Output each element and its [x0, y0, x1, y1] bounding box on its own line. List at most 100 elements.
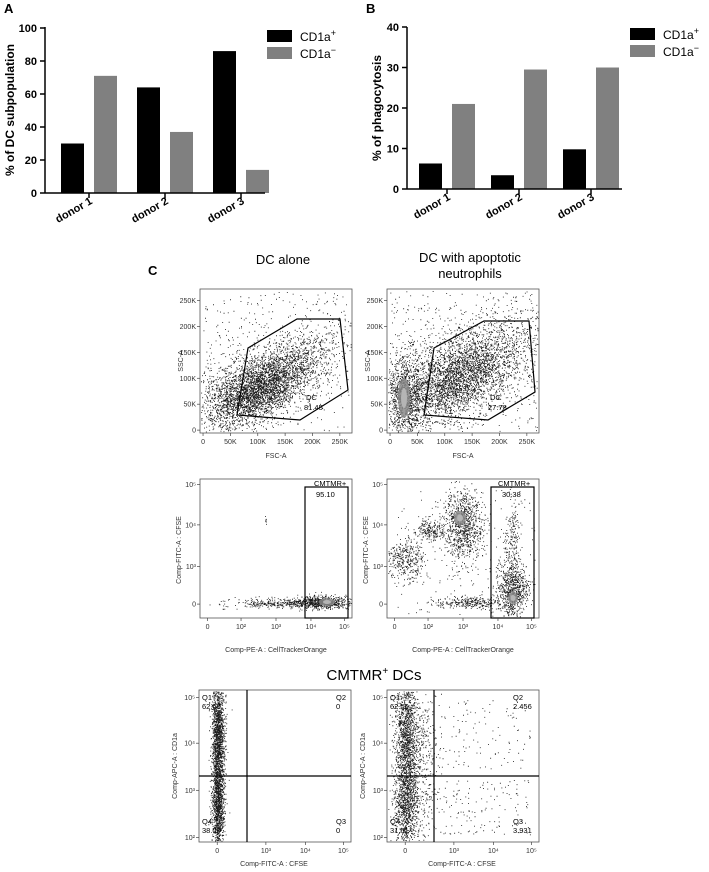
- bar-cd1a-pos-donor-2: [137, 87, 160, 193]
- gate-cmtmr-right-value: 30.38: [502, 490, 521, 499]
- panel-b-categories: donor 1 donor 2 donor 3: [412, 189, 597, 222]
- bar-cd1a-pos-donor-3: [563, 149, 586, 189]
- plot-r3-left-dots: [208, 691, 233, 842]
- category-label: donor 2: [484, 191, 525, 222]
- event-dots: [388, 291, 539, 433]
- density-center: [457, 514, 463, 522]
- q1-left-value: 62.00: [202, 702, 221, 711]
- flow-ytick-label: 10³: [373, 788, 384, 795]
- flow-xtick-label: 10³: [458, 624, 469, 631]
- q3-left-value: 0: [336, 826, 340, 835]
- gate-dc-left-name: DC: [306, 393, 317, 402]
- bar-cd1a-neg-donor-2: [524, 69, 547, 189]
- plot-r1-left-frame: [199, 288, 353, 434]
- flow-ytick-label: 200K: [180, 324, 197, 331]
- flow-xtick-label: 10⁵: [526, 848, 537, 855]
- r2-right-xlabel: Comp-PE-A : CellTrackerOrange: [412, 647, 514, 654]
- event-dots: [388, 691, 531, 842]
- flow-ytick-label: 150K: [180, 350, 197, 357]
- flow-xtick-label: 0: [393, 624, 397, 631]
- bar-cd1a-neg-donor-1: [94, 75, 117, 193]
- gate-dc-left: [236, 318, 349, 421]
- flow-xtick-label: 100K: [250, 439, 267, 446]
- r1-right-xlabel: FSC-A: [453, 453, 474, 460]
- ytick-label: 10: [387, 144, 399, 156]
- plot-r3-left-ticks: 10² 10³ 10⁴ 10⁵ 0 10³ 10⁴ 10⁵: [184, 695, 349, 855]
- r3-right-xlabel: Comp-FITC-A : CFSE: [428, 861, 496, 868]
- r1-left-ylabel: SSC-A: [178, 350, 185, 372]
- flow-ytick-label: 50K: [371, 402, 384, 409]
- panel-a: A % of DC subpopulation 0 20 40 60 80 100 don…: [3, 1, 336, 226]
- r3-right-ylabel: Comp-APC-A : CD1a: [360, 733, 367, 799]
- flow-xtick-label: 200K: [304, 439, 321, 446]
- bar-cd1a-pos-donor-3: [213, 51, 236, 193]
- flow-xtick-label: 50K: [224, 439, 237, 446]
- header-dc-alone: DC alone: [256, 252, 310, 267]
- flow-xtick-label: 250K: [519, 439, 536, 446]
- ytick-label: 100: [19, 23, 37, 35]
- q2-right-value: 2.456: [513, 702, 532, 711]
- flow-ytick-label: 0: [379, 428, 383, 435]
- flow-xtick-label: 10⁴: [493, 624, 504, 631]
- plot-r3-right-ticks: 10² 10³ 10⁴ 10⁵ 0 10³ 10⁴ 10⁵: [372, 695, 537, 855]
- flow-xtick-label: 0: [206, 624, 210, 631]
- plot-r2-left-dots: [209, 516, 352, 612]
- plot-r3-right-dots: [388, 691, 531, 842]
- bar-cd1a-neg-donor-3: [246, 169, 269, 193]
- panel-a-legend: CD1a+ CD1a−: [267, 28, 336, 61]
- q4-left-value: 38.00: [202, 826, 221, 835]
- flow-xtick-label: 200K: [491, 439, 508, 446]
- r3-left-ylabel: Comp-APC-A : CD1a: [172, 733, 179, 799]
- panel-b-legend: CD1a+ CD1a−: [630, 26, 699, 59]
- panel-b-letter: B: [366, 1, 375, 16]
- density-center: [401, 388, 407, 408]
- flow-ytick-label: 250K: [180, 298, 197, 305]
- gate-dc-right-value: 27.78: [488, 403, 507, 412]
- flow-xtick-label: 10³: [449, 848, 460, 855]
- flow-xtick-label: 10⁴: [488, 848, 499, 855]
- flow-xtick-label: 50K: [411, 439, 424, 446]
- header-dc-apoptotic-line2: neutrophils: [438, 266, 502, 281]
- flow-xtick-label: 250K: [332, 439, 349, 446]
- gate-cmtmr-left-name: CMTMR+: [314, 479, 347, 488]
- r1-left-xlabel: FSC-A: [266, 453, 287, 460]
- r2-left-xlabel: Comp-PE-A : CellTrackerOrange: [225, 647, 327, 654]
- event-dots: [201, 292, 352, 433]
- flow-xtick-label: 10²: [423, 624, 434, 631]
- legend-a-cd1a-pos: CD1a+: [300, 28, 336, 44]
- panel-a-letter: A: [4, 1, 14, 16]
- bar-cd1a-neg-donor-2: [170, 131, 193, 193]
- flow-ytick-label: 200K: [367, 324, 384, 331]
- flow-xtick-label: 10⁵: [526, 624, 537, 631]
- legend-a-cd1a-neg: CD1a−: [300, 45, 336, 61]
- ytick-label: 40: [25, 122, 37, 134]
- ytick-label: 20: [25, 155, 37, 167]
- flow-ytick-label: 10⁵: [185, 482, 196, 489]
- flow-xtick-label: 10⁴: [306, 624, 317, 631]
- plot-r2-left-frame: [199, 478, 353, 619]
- panel-c: C DC alone DC with apoptotic neutrophils…: [148, 250, 540, 868]
- flow-xtick-label: 10⁴: [300, 848, 311, 855]
- flow-xtick-label: 10⁵: [339, 624, 350, 631]
- flow-xtick-label: 100K: [437, 439, 454, 446]
- flow-ytick-label: 10⁴: [372, 522, 383, 529]
- flow-xtick-label: 0: [388, 439, 392, 446]
- plot-r1-left-dots: [201, 292, 352, 433]
- plot-r2-right-ticks: 0 10³ 10⁴ 10⁵ 0 10² 10³ 10⁴ 10⁵: [372, 482, 537, 631]
- flow-ytick-label: 10⁵: [372, 695, 383, 702]
- flow-xtick-label: 0: [215, 848, 219, 855]
- flow-xtick-label: 0: [403, 848, 407, 855]
- plot-r1-right-ticks: 0 50K 100K 150K 200K 250K 0 50K 100K 150K 200K 250K: [367, 298, 536, 446]
- event-dots: [209, 516, 352, 612]
- panel-c-letter: C: [148, 263, 158, 278]
- flow-xtick-label: 10³: [271, 624, 282, 631]
- flow-ytick-label: 10³: [373, 564, 384, 571]
- q1-left: Q1: [202, 693, 212, 702]
- category-label: donor 1: [54, 195, 95, 226]
- q2-left: Q2: [336, 693, 346, 702]
- q2-right: Q2: [513, 693, 523, 702]
- flow-xtick-label: 150K: [464, 439, 481, 446]
- header-cmtmr-dcs: CMTMR+ DCs: [326, 666, 421, 684]
- panel-a-categories: donor 1 donor 2 donor 3: [54, 193, 247, 226]
